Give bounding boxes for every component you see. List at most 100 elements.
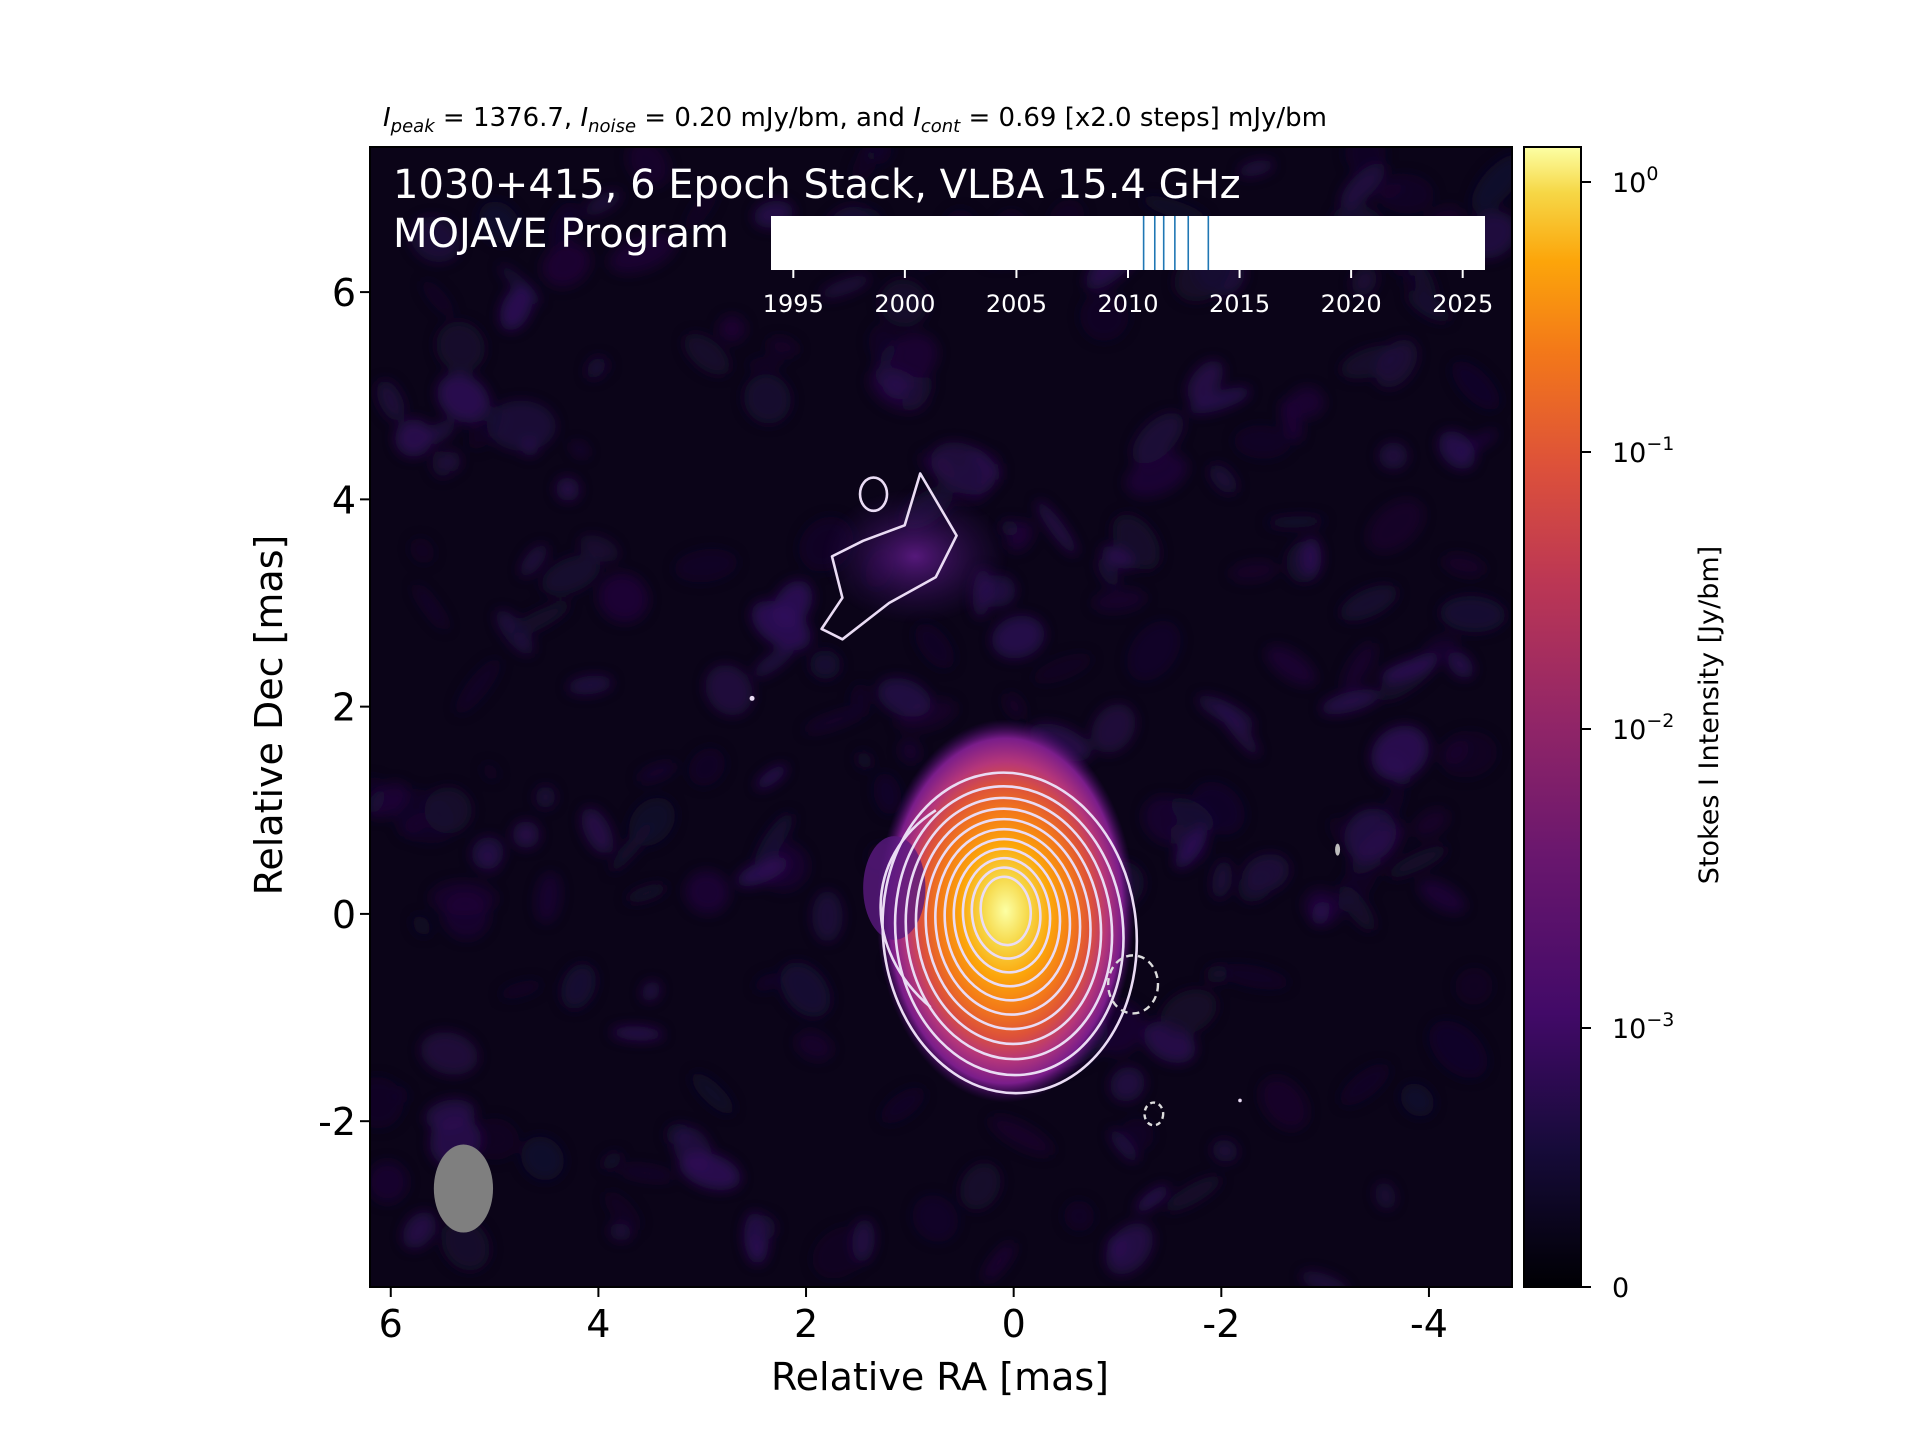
x-tick-label: 2 xyxy=(794,1302,818,1346)
noise-blob xyxy=(1175,826,1208,869)
noise-blob xyxy=(1379,784,1405,831)
noise-blob xyxy=(1260,1076,1308,1130)
noise-blob xyxy=(1406,290,1451,322)
noise-blob xyxy=(1097,558,1119,587)
noise-blob xyxy=(820,275,871,299)
noise-blob xyxy=(424,420,455,444)
noise-blob xyxy=(868,324,897,363)
core-emission xyxy=(875,719,1136,1103)
noise-blob xyxy=(1101,546,1134,569)
noise-blob xyxy=(570,441,589,458)
noise-blob xyxy=(1218,963,1289,990)
noise-blob xyxy=(1339,885,1376,931)
noise-blob xyxy=(1340,163,1386,208)
noise-blob xyxy=(413,584,448,630)
contour-level xyxy=(904,796,1114,1061)
plot-frame xyxy=(369,146,1513,1288)
noise-blob xyxy=(850,683,871,718)
header-part: = 0.69 [x2.0 steps] mJy/bm xyxy=(960,103,1327,133)
noise-blob xyxy=(912,1195,959,1242)
noise-blob xyxy=(930,441,996,495)
colorbar-tick-label: 10−1 xyxy=(1612,433,1674,469)
noise-blob xyxy=(1109,1129,1138,1162)
x-tick-label: -4 xyxy=(1410,1302,1448,1346)
map-statistics-header: Ipeak = 1376.7, Inoise = 0.20 mJy/bm, an… xyxy=(383,103,1327,137)
noise-blob xyxy=(1413,808,1449,839)
contour-level xyxy=(961,856,1052,974)
noise-blob xyxy=(1229,560,1278,582)
noise-blob xyxy=(587,358,611,375)
noise-blob xyxy=(521,438,539,457)
header-part: I xyxy=(913,103,921,133)
noise-blob xyxy=(1471,154,1512,212)
colorbar-gradient xyxy=(1523,146,1582,1288)
x-tick-label: -2 xyxy=(1202,1302,1240,1346)
map-title-line2: MOJAVE Program xyxy=(393,211,729,257)
y-axis: 6 4 2 0 -2 xyxy=(318,271,370,1144)
noise-blob xyxy=(420,1031,479,1076)
noise-blob xyxy=(705,664,753,716)
noise-blob xyxy=(1127,620,1181,681)
noise-blob xyxy=(500,285,533,331)
noise-blob xyxy=(1187,360,1224,403)
noise-blob xyxy=(637,762,676,783)
y-tick-label: 0 xyxy=(332,893,356,937)
noise-blob xyxy=(370,782,408,818)
noise-blob xyxy=(1442,739,1470,766)
noise-blob xyxy=(803,708,865,734)
noise-blob xyxy=(410,216,461,263)
noise-blob xyxy=(1132,412,1184,464)
noise-blob xyxy=(561,963,597,1010)
noise-blob xyxy=(1033,653,1092,685)
noise-blob xyxy=(1212,1139,1238,1163)
noise-blob xyxy=(376,380,405,422)
jet-knot-emission xyxy=(821,489,1009,624)
noise-blob xyxy=(736,857,788,887)
contour-level xyxy=(943,837,1072,1002)
contour-level xyxy=(820,472,958,641)
noise-blob xyxy=(1340,1063,1390,1106)
noise-blob xyxy=(602,1152,622,1170)
negative-contour xyxy=(1106,954,1160,1015)
contour-level xyxy=(970,866,1042,960)
noise-blob xyxy=(608,233,676,274)
noise-blob xyxy=(749,1215,776,1242)
noise-blob xyxy=(989,1116,1054,1156)
noise-blob xyxy=(611,1026,664,1041)
noise-blob xyxy=(628,797,676,846)
noise-blob xyxy=(604,1191,641,1231)
colorbar-label: Stokes I Intensity [Jy/bm] xyxy=(1694,546,1725,884)
noise-blob xyxy=(555,477,580,502)
noise-blob xyxy=(1006,521,1034,552)
noise-blob xyxy=(674,548,738,583)
noise-blob xyxy=(1379,173,1434,214)
noise-blob xyxy=(1447,651,1474,678)
noise-blob xyxy=(991,615,1045,659)
noise-blob xyxy=(1212,860,1232,899)
noise-blob xyxy=(688,748,726,786)
noise-blob xyxy=(811,890,843,942)
noise-blob xyxy=(1442,554,1486,577)
noise-blob xyxy=(618,1165,674,1182)
noise-blob xyxy=(1091,703,1136,753)
contour-dot xyxy=(1335,843,1341,856)
timeline-tick-label: 2005 xyxy=(986,290,1047,318)
contour-dot xyxy=(1238,1098,1242,1103)
noise-blob xyxy=(1380,656,1438,682)
noise-blob xyxy=(1004,692,1025,720)
y-tick-label: 2 xyxy=(332,686,356,730)
contour-dot xyxy=(749,695,755,701)
noise-blob xyxy=(642,981,661,1002)
noise-blob xyxy=(541,554,601,596)
noise-blob xyxy=(1375,339,1418,388)
noise-blob xyxy=(505,602,570,639)
noise-blob xyxy=(679,1151,741,1191)
noise-blob xyxy=(1125,453,1188,497)
noise-blob xyxy=(437,373,490,423)
noise-blob xyxy=(767,337,799,357)
noise-blob xyxy=(1110,1066,1145,1102)
noise-blob xyxy=(584,190,622,216)
contour-level xyxy=(893,785,1125,1077)
noise-blob xyxy=(1366,498,1425,553)
noise-blob xyxy=(1429,1020,1488,1079)
